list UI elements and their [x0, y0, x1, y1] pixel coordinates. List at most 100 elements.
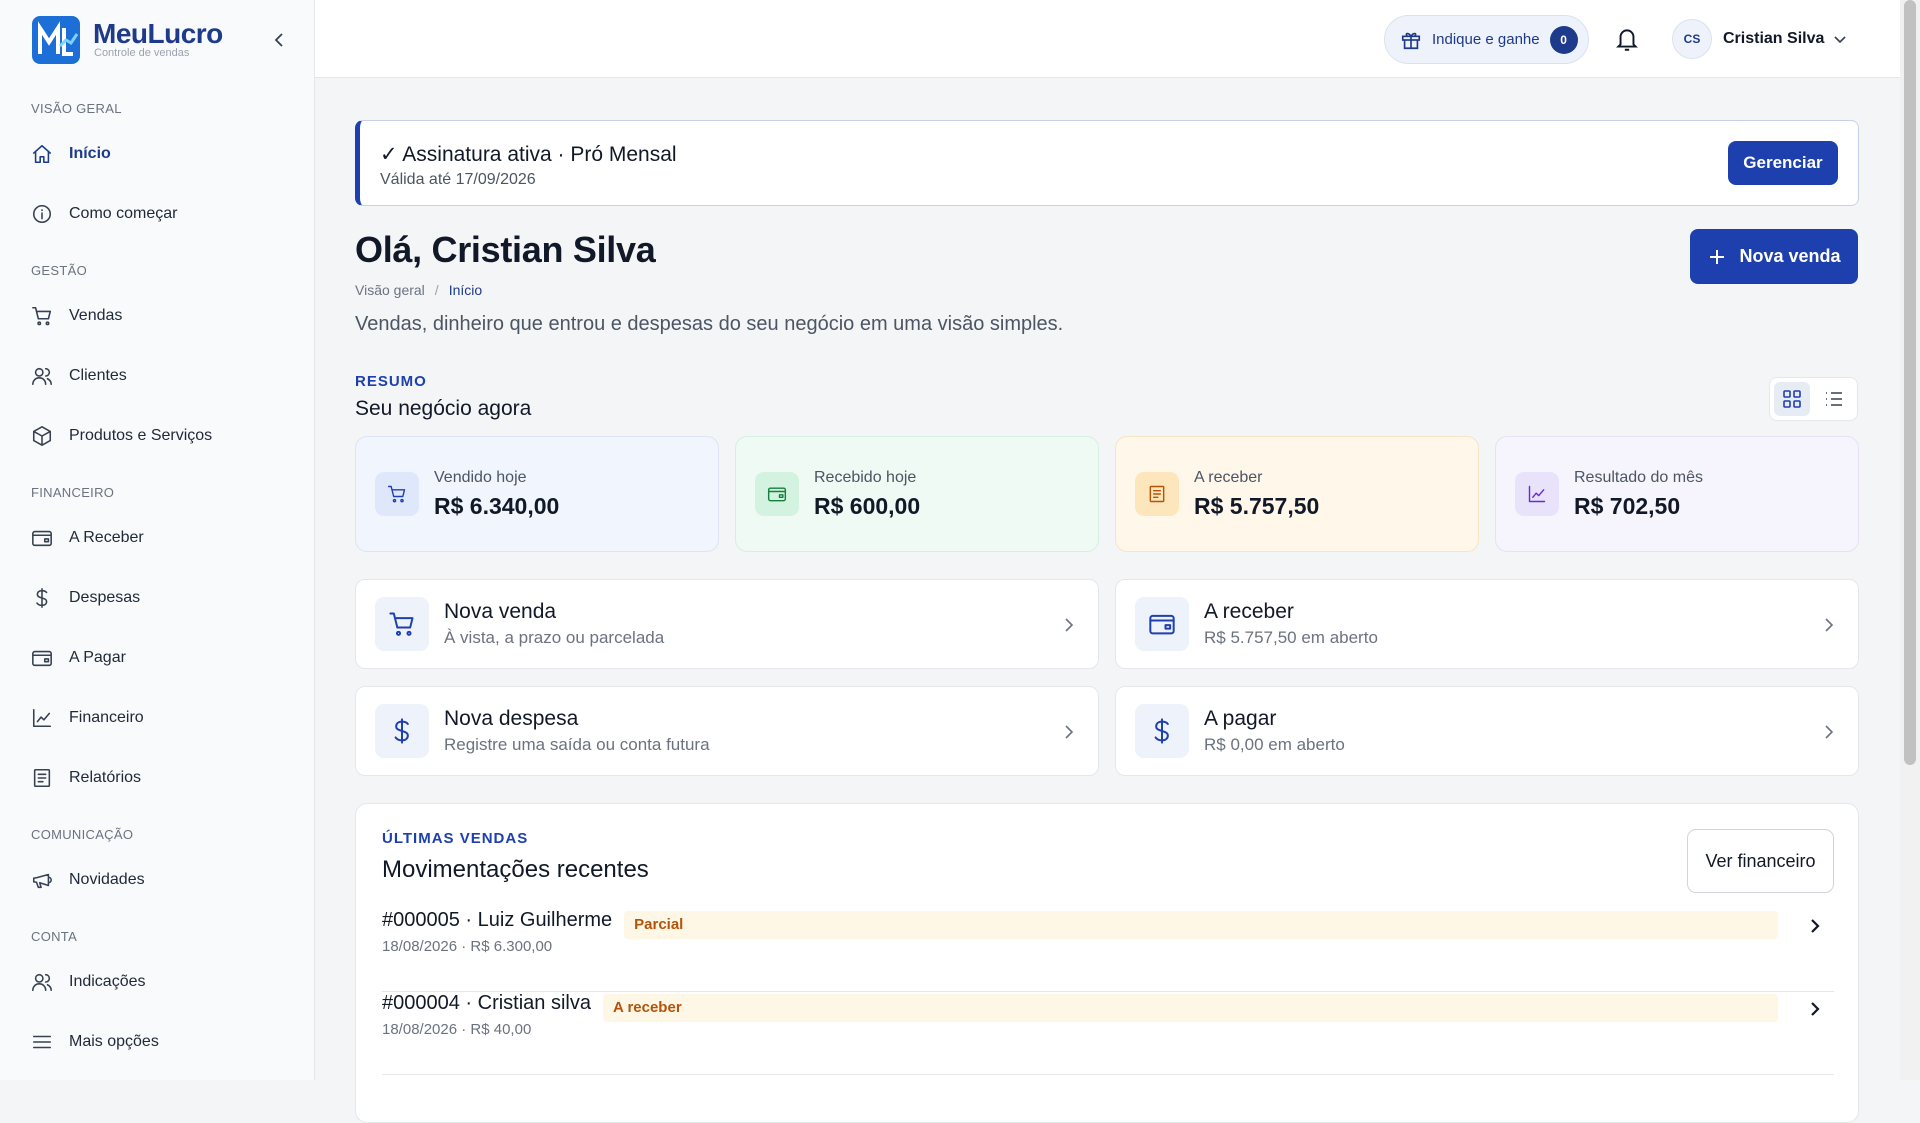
action-subtitle: R$ 0,00 em aberto	[1204, 735, 1345, 754]
sidebar: MeuLucro Controle de vendas VISÃO GERAL I…	[0, 0, 315, 1080]
action-title: Nova venda	[444, 600, 557, 623]
referral-label: Indique e ganhe	[1432, 31, 1540, 48]
nav-item[interactable]: Início	[18, 124, 297, 184]
summary-cards: Vendido hoje R$ 6.340,00 Recebido hoje R$ 6…	[355, 436, 1859, 552]
sale-row[interactable]: #000005 · Luiz Guilherme 18/08/2026 · R$ …	[382, 909, 1834, 992]
action-text: Nova venda À vista, a prazo ou parcelada	[444, 600, 664, 648]
action-chevron	[1062, 724, 1076, 745]
card-text: Resultado do mês R$ 702,50	[1574, 469, 1703, 520]
action-icon	[1135, 597, 1189, 651]
notifications[interactable]	[1614, 25, 1640, 53]
card-label: A receber	[1194, 468, 1263, 486]
card-text: Recebido hoje R$ 600,00	[814, 469, 920, 520]
grid-view[interactable]	[1774, 382, 1810, 416]
nav: VISÃO GERAL Início Como começar GESTÃO Venda…	[0, 99, 315, 1072]
breadcrumb: Visão geral / Início	[355, 282, 483, 298]
topbar: Indique e ganhe 0 CS Cristian Silva	[315, 0, 1900, 78]
banner-subtitle: Válida até 17/09/2026	[380, 171, 536, 188]
manage-button[interactable]: Gerenciar	[1728, 141, 1838, 185]
action-icon	[375, 597, 429, 651]
action-title: Nova despesa	[444, 707, 579, 730]
card-icon	[1515, 472, 1559, 516]
card-value: R$ 5.757,50	[1194, 492, 1320, 519]
action-card[interactable]: Nova despesa Registre uma saída ou conta …	[355, 686, 1099, 776]
nav-item[interactable]: Produtos e Serviços	[18, 406, 297, 466]
action-card[interactable]: A receber R$ 5.757,50 em aberto	[1115, 579, 1859, 669]
view-toggle	[1769, 377, 1858, 421]
sale-status: A receber	[603, 994, 1778, 1022]
card-label: Resultado do mês	[1574, 468, 1703, 486]
action-icon	[1135, 704, 1189, 758]
action-chevron	[1822, 724, 1836, 745]
card-icon	[755, 472, 799, 516]
summary-card: A receber R$ 5.757,50	[1115, 436, 1479, 552]
summary-eyebrow: RESUMO	[355, 373, 427, 390]
summary-card: Vendido hoje R$ 6.340,00	[355, 436, 719, 552]
sale-text: #000004 · Cristian silva 18/08/2026 · R$ …	[382, 992, 591, 1038]
card-text: A receber R$ 5.757,50	[1194, 469, 1319, 520]
action-chevron	[1062, 617, 1076, 638]
action-title: A pagar	[1204, 707, 1277, 730]
user-menu[interactable]	[1833, 33, 1847, 47]
summary-title: Seu negócio agora	[355, 397, 532, 420]
recent-title: Movimentações recentes	[382, 856, 649, 883]
nav-label: Início	[69, 145, 111, 162]
card-value: R$ 702,50	[1574, 492, 1681, 519]
sale-status: Parcial	[624, 911, 1778, 939]
crumb: Início	[448, 282, 483, 298]
action-subtitle: À vista, a prazo ou parcelada	[444, 628, 665, 647]
nav-item[interactable]: Financeiro	[18, 688, 297, 748]
sale-title: #000005 · Luiz Guilherme	[382, 909, 613, 931]
nav-label: A Pagar	[69, 649, 126, 666]
action-card[interactable]: Nova venda À vista, a prazo ou parcelada	[355, 579, 1099, 669]
nav-section: FINANCEIRO	[31, 485, 115, 500]
action-text: A receber R$ 5.757,50 em aberto	[1204, 600, 1378, 648]
brand-name: MeuLucro	[93, 18, 223, 49]
nav-item[interactable]: A Receber	[18, 508, 297, 568]
nav-item[interactable]: Novidades	[18, 850, 297, 910]
referral-count: 0	[1549, 25, 1578, 54]
nav-label: Vendas	[69, 307, 123, 324]
nav-label: Produtos e Serviços	[69, 427, 213, 444]
nav-section: VISÃO GERAL	[31, 101, 122, 116]
brand-tagline: Controle de vendas	[94, 47, 190, 59]
crumb[interactable]: Visão geral	[355, 282, 425, 298]
nav-item[interactable]: Indicações	[18, 952, 297, 1012]
nav-label: Clientes	[69, 367, 127, 384]
sale-chevron	[1808, 917, 1822, 940]
new-sale-button[interactable]: Nova venda	[1690, 229, 1858, 284]
nav-item[interactable]: Relatórios	[18, 748, 297, 808]
sale-meta: 18/08/2026 · R$ 40,00	[382, 1021, 532, 1038]
card-value: R$ 6.340,00	[434, 492, 560, 519]
summary-card: Resultado do mês R$ 702,50	[1495, 436, 1859, 552]
nav-item[interactable]: Vendas	[18, 286, 297, 346]
sale-row[interactable]: #000004 · Cristian silva 18/08/2026 · R$ …	[382, 992, 1834, 1075]
action-card[interactable]: A pagar R$ 0,00 em aberto	[1115, 686, 1859, 776]
nav-item[interactable]: Clientes	[18, 346, 297, 406]
recent-eyebrow: ÚLTIMAS VENDAS	[382, 830, 529, 847]
description: Vendas, dinheiro que entrou e despesas d…	[355, 313, 1064, 335]
action-icon	[375, 704, 429, 758]
list-view[interactable]	[1816, 382, 1852, 416]
avatar[interactable]: CS	[1672, 19, 1712, 59]
card-icon	[1135, 472, 1179, 516]
collapse-button[interactable]	[270, 30, 290, 50]
action-chevron	[1822, 617, 1836, 638]
recent-panel: ÚLTIMAS VENDAS Movimentações recentes Ve…	[355, 803, 1859, 1123]
summary-card: Recebido hoje R$ 600,00	[735, 436, 1099, 552]
nav-item[interactable]: A Pagar	[18, 628, 297, 688]
scrollbar	[1900, 0, 1920, 1080]
banner-title: ✓ Assinatura ativa · Pró Mensal	[380, 143, 677, 166]
nav-section: COMUNICAÇÃO	[31, 827, 134, 842]
card-icon	[375, 472, 419, 516]
card-label: Recebido hoje	[814, 468, 917, 486]
referral-button[interactable]: Indique e ganhe 0	[1384, 15, 1589, 64]
nav-item[interactable]: Como começar	[18, 184, 297, 244]
finance-button[interactable]: Ver financeiro	[1687, 829, 1834, 893]
nav-item[interactable]: Despesas	[18, 568, 297, 628]
nav-label: Indicações	[69, 973, 146, 990]
nav-item[interactable]: Mais opções	[18, 1012, 297, 1072]
nav-label: Financeiro	[69, 709, 144, 726]
user-name[interactable]: Cristian Silva	[1723, 30, 1825, 47]
